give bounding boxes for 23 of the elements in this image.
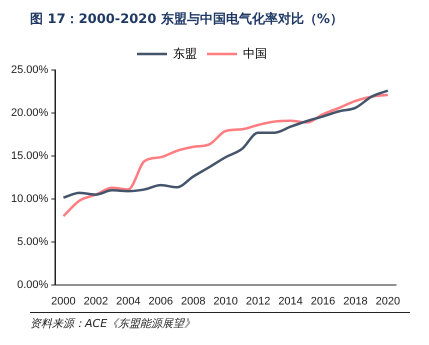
x-tick-label: 2006 [148,295,173,308]
x-tick-label: 2018 [343,295,368,308]
x-tick-label: 2020 [376,295,400,308]
x-tick-label: 2002 [84,295,108,308]
y-tick-label: 5.00% [17,236,49,248]
text: 资料来源：ACE《东盟能源展望》 [30,312,410,331]
legend-label: 东盟 [173,46,197,60]
x-tick-label: 2014 [278,295,303,308]
y-tick-label: 0.00% [17,278,49,291]
y-tick-label: 15.00% [10,150,49,162]
x-tick-label: 2000 [51,295,76,308]
x-tick-label: 2016 [310,295,336,308]
chart-title: 图 17：2000-2020 东盟与中国电气化率对比（%） [30,10,343,28]
x-tick-label: 2008 [180,295,206,308]
y-tick-label: 25.00% [10,64,49,76]
legend-label: 中国 [243,46,267,60]
y-tick-label: 10.00% [10,192,49,205]
y-tick-label: 20.00% [10,106,49,119]
x-tick-label: 2004 [116,295,141,308]
line-series [62,89,390,199]
line-series [62,94,390,218]
x-tick-label: 2012 [246,295,270,308]
x-tick-label: 2010 [213,295,238,308]
